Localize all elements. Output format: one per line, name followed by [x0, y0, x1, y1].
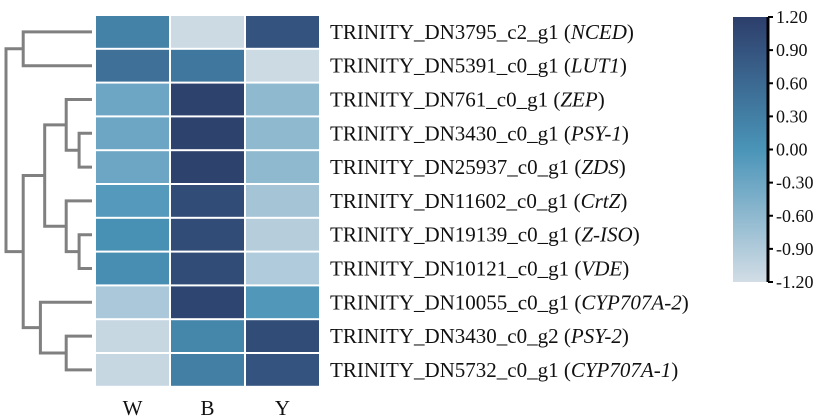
- heatmap-cell: [246, 16, 319, 48]
- heatmap-cell: [246, 252, 319, 285]
- heatmap-cell: [171, 49, 244, 82]
- heatmap-cell: [96, 218, 169, 251]
- colorbar-tick-label: -1.20: [776, 272, 814, 292]
- column-label: Y: [275, 396, 290, 418]
- row-label: TRINITY_DN3430_c0_g2 (PSY-2): [330, 324, 629, 348]
- colorbar-tick-label: 0.60: [776, 73, 808, 93]
- heatmap-cell: [171, 286, 244, 319]
- row-label: TRINITY_DN10121_c0_g1 (VDE): [330, 257, 629, 281]
- colorbar-tick-label: -0.30: [776, 173, 814, 193]
- heatmap-cell: [171, 320, 244, 352]
- heatmap-cell: [171, 218, 244, 251]
- colorbar-tick-label: 0.90: [776, 40, 808, 60]
- heatmap-cells: [96, 16, 319, 386]
- heatmap-cell: [96, 151, 169, 183]
- row-label: TRINITY_DN3795_c2_g1 (NCED): [330, 20, 634, 44]
- heatmap-cell: [171, 185, 244, 217]
- heatmap-cell: [246, 286, 319, 319]
- heatmap-cell: [246, 117, 319, 150]
- heatmap-cell: [96, 286, 169, 319]
- heatmap-cell: [246, 320, 319, 352]
- dendrogram-branch: [43, 123, 67, 228]
- row-label: TRINITY_DN5732_c0_g1 (CYP707A-1): [330, 358, 678, 382]
- heatmap-cell: [96, 83, 169, 116]
- heatmap-cell: [96, 49, 169, 82]
- heatmap-cell: [246, 151, 319, 183]
- colorbar-gradient: [733, 17, 767, 282]
- row-label: TRINITY_DN3430_c0_g1 (PSY-1): [330, 121, 629, 145]
- heatmap-cell: [246, 83, 319, 116]
- heatmap-cell: [171, 117, 244, 150]
- column-label: W: [123, 396, 143, 418]
- row-labels: TRINITY_DN3795_c2_g1 (NCED) TRINITY_DN539…: [330, 20, 689, 382]
- dendrogram-branch: [4, 47, 24, 254]
- colorbar-tick-label: 0.00: [776, 140, 808, 160]
- row-label: TRINITY_DN25937_c0_g1 (ZDS): [330, 155, 626, 179]
- heatmap-cell: [171, 151, 244, 183]
- heatmap-cell: [246, 218, 319, 251]
- column-label: B: [200, 396, 214, 418]
- colorbar-tick-label: -0.90: [776, 239, 814, 259]
- heatmap-cell: [171, 83, 244, 116]
- row-label: TRINITY_DN10055_c0_g1 (CYP707A-2): [330, 290, 689, 314]
- dendrogram-branch: [77, 233, 92, 270]
- heatmap-cell: [171, 354, 244, 386]
- colorbar-tick-label: -0.60: [776, 206, 814, 226]
- dendrogram-branch: [21, 30, 92, 68]
- colorbar-tick-label: 1.20: [776, 7, 808, 27]
- heatmap-cell: [96, 252, 169, 285]
- heatmap-cell: [246, 185, 319, 217]
- heatmap-cell: [246, 49, 319, 82]
- row-label: TRINITY_DN5391_c0_g1 (LUT1): [330, 54, 627, 78]
- heatmap-cell: [171, 16, 244, 48]
- row-dendrogram: [4, 30, 92, 372]
- heatmap-cell: [96, 16, 169, 48]
- heatmap-cell: [96, 185, 169, 217]
- dendrogram-branch: [77, 131, 92, 169]
- heatmap-cell: [96, 320, 169, 352]
- row-label: TRINITY_DN11602_c0_g1 (CrtZ): [330, 189, 627, 213]
- heatmap-cell: [171, 252, 244, 285]
- heatmap-cell: [246, 354, 319, 386]
- row-label: TRINITY_DN761_c0_g1 (ZEP): [330, 88, 605, 112]
- dendrogram-branch: [64, 334, 92, 372]
- row-label: TRINITY_DN19139_c0_g1 (Z-ISO): [330, 223, 640, 247]
- heatmap-cell: [96, 117, 169, 150]
- heatmap-cell: [96, 354, 169, 386]
- colorbar: 1.20 0.90 0.60 0.30 0.00 -0.30 -0.60 -0.90 -1.20: [733, 7, 814, 292]
- colorbar-tick-label: 0.30: [776, 106, 808, 126]
